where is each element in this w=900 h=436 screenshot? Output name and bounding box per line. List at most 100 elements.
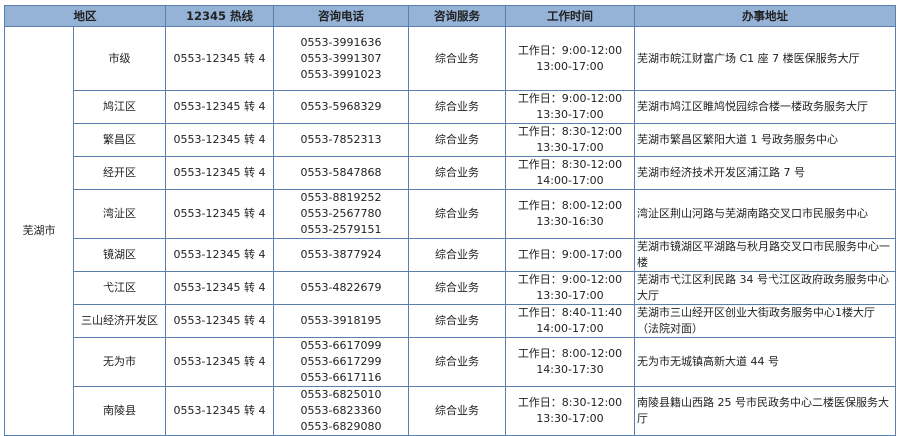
phone-cell: 0553-3877924 <box>273 238 409 272</box>
phone-cell: 0553-7852313 <box>273 123 409 157</box>
hotline-cell: 0553-12345 转 4 <box>165 189 274 239</box>
table-row: 南陵县 0553-12345 转 4 0553-6825010 0553-682336… <box>5 386 896 436</box>
phone-cell: 0553-6617099 0553-6617299 0553-6617116 <box>273 337 409 387</box>
hours-cell: 工作日：9:00-17:00 <box>505 238 635 272</box>
header-row: 地区 12345 热线 咨询电话 咨询服务 工作时间 办事地址 <box>4 5 896 27</box>
service-cell: 综合业务 <box>408 238 506 272</box>
service-cell: 综合业务 <box>408 26 506 91</box>
phone-number: 0553-6823360 <box>300 404 382 417</box>
district-cell: 三山经济开发区 <box>73 304 166 338</box>
phone-number: 0553-6829080 <box>300 420 382 433</box>
phone-number: 0553-3877924 <box>300 248 382 261</box>
phone-cell: 0553-3991636 0553-3991307 0553-3991023 <box>273 26 409 91</box>
hours-line: 13:30-17:00 <box>536 412 604 425</box>
hotline-cell: 0553-12345 转 4 <box>165 156 274 190</box>
city-cell: 芜湖市 <box>4 26 74 436</box>
phone-cell: 0553-3918195 <box>273 304 409 338</box>
phone-number: 0553-6617299 <box>300 355 382 368</box>
phone-cell: 0553-8819252 0553-2567780 0553-2579151 <box>273 189 409 239</box>
address-cell: 南陵县籍山西路 25 号市民政务中心二楼医保服务大厅 <box>634 386 896 436</box>
hours-line: 工作日：8:30-12:00 <box>517 396 623 409</box>
address-cell: 芜湖市镜湖区平湖路与秋月路交叉口市民服务中心一楼 <box>634 238 896 272</box>
address-cell: 芜湖市皖江财富广场 C1 座 7 楼医保服务大厅 <box>634 26 896 91</box>
phone-number: 0553-3918195 <box>300 314 382 327</box>
district-cell: 市级 <box>73 26 166 91</box>
address-cell: 湾沚区荆山河路与芜湖南路交叉口市民服务中心 <box>634 189 896 239</box>
district-cell: 镜湖区 <box>73 238 166 272</box>
hours-line: 14:00-17:00 <box>536 322 604 335</box>
phone-number: 0553-3991636 <box>300 35 382 49</box>
hours-cell: 工作日：8:30-12:00 14:00-17:00 <box>505 156 635 190</box>
table-row: 繁昌区 0553-12345 转 4 0553-7852313 综合业务 工作日：8:3… <box>5 123 896 157</box>
phone-number: 0553-4822679 <box>300 281 382 294</box>
hours-cell: 工作日：8:30-12:00 13:30-17:00 <box>505 123 635 157</box>
address-cell: 芜湖市鸠江区睢鸠悦园综合楼一楼政务服务大厅 <box>634 90 896 124</box>
hours-line: 工作日：8:40-11:40 <box>517 306 623 319</box>
service-cell: 综合业务 <box>408 337 506 387</box>
hours-line: 工作日：8:30-12:00 <box>517 125 623 138</box>
district-cell: 鸠江区 <box>73 90 166 124</box>
district-cell: 无为市 <box>73 337 166 387</box>
table-row: 芜湖市 市级 0553-12345 转 4 0553-3991636 0553-3991… <box>4 26 896 436</box>
service-cell: 综合业务 <box>408 90 506 124</box>
hours-line: 工作日：8:00-12:00 <box>517 199 623 212</box>
phone-cell: 0553-5847868 <box>273 156 409 190</box>
hours-cell: 工作日：9:00-12:00 13:00-17:00 <box>505 26 635 91</box>
service-cell: 综合业务 <box>408 386 506 436</box>
phone-number: 0553-6617116 <box>300 371 382 384</box>
header-hotline: 12345 热线 <box>165 5 274 27</box>
phone-number: 0553-5847868 <box>300 166 382 179</box>
table-row: 经开区 0553-12345 转 4 0553-5847868 综合业务 工作日：8:3… <box>5 156 896 190</box>
hours-line: 13:30-17:00 <box>536 108 604 121</box>
table-row: 镜湖区 0553-12345 转 4 0553-3877924 综合业务 工作日：9:0… <box>5 238 896 272</box>
hotline-cell: 0553-12345 转 4 <box>165 337 274 387</box>
phone-number: 0553-6825010 <box>300 388 382 401</box>
address-cell: 芜湖市三山经开区创业大街政务服务中心1楼大厅（法院对面） <box>634 304 896 338</box>
district-cell: 湾沚区 <box>73 189 166 239</box>
hours-line: 13:00-17:00 <box>536 59 604 73</box>
hotline-cell: 0553-12345 转 4 <box>165 26 274 91</box>
phone-number: 0553-3991023 <box>300 67 382 81</box>
hours-cell: 工作日：8:40-11:40 14:00-17:00 <box>505 304 635 338</box>
hours-line: 14:30-17:30 <box>536 363 604 376</box>
phone-number: 0553-5968329 <box>300 100 382 113</box>
phone-cell: 0553-6825010 0553-6823360 0553-6829080 <box>273 386 409 436</box>
table-row: 无为市 0553-12345 转 4 0553-6617099 0553-661729… <box>5 337 896 387</box>
hotline-cell: 0553-12345 转 4 <box>165 386 274 436</box>
hours-line: 工作日：9:00-12:00 <box>517 273 623 286</box>
hotline-cell: 0553-12345 转 4 <box>165 90 274 124</box>
district-cell: 弋江区 <box>73 271 166 305</box>
address-cell: 芜湖市弋江区利民路 34 号弋江区政府政务服务中心大厅 <box>634 271 896 305</box>
phone-cell: 0553-5968329 <box>273 90 409 124</box>
hours-line: 13:30-17:00 <box>536 289 604 302</box>
hours-cell: 工作日：9:00-12:00 13:30-17:00 <box>505 271 635 305</box>
address-cell: 芜湖市经济技术开发区浦江路 7 号 <box>634 156 896 190</box>
district-cell: 繁昌区 <box>73 123 166 157</box>
hours-line: 工作日：9:00-17:00 <box>517 248 623 261</box>
phone-number: 0553-2579151 <box>300 223 382 236</box>
phone-number: 0553-2567780 <box>300 207 382 220</box>
service-cell: 综合业务 <box>408 189 506 239</box>
hours-cell: 工作日：8:00-12:00 13:30-16:30 <box>505 189 635 239</box>
header-phone: 咨询电话 <box>273 5 409 27</box>
table-row: 湾沚区 0553-12345 转 4 0553-8819252 0553-256778… <box>5 189 896 239</box>
hotline-cell: 0553-12345 转 4 <box>165 238 274 272</box>
table-row: 弋江区 0553-12345 转 4 0553-4822679 综合业务 工作日：9:0… <box>5 271 896 305</box>
hours-cell: 工作日：8:00-12:00 14:30-17:30 <box>505 337 635 387</box>
service-cell: 综合业务 <box>408 271 506 305</box>
hours-line: 工作日：8:30-12:00 <box>517 158 623 171</box>
table-row: 鸠江区 0553-12345 转 4 0553-5968329 综合业务 工作日：9:0… <box>5 90 896 124</box>
hotline-cell: 0553-12345 转 4 <box>165 271 274 305</box>
phone-cell: 0553-4822679 <box>273 271 409 305</box>
hours-line: 13:30-16:30 <box>536 215 604 228</box>
hotline-cell: 0553-12345 转 4 <box>165 304 274 338</box>
hours-cell: 工作日：9:00-12:00 13:30-17:00 <box>505 90 635 124</box>
hours-line: 13:30-17:00 <box>536 141 604 154</box>
district-cell: 经开区 <box>73 156 166 190</box>
header-region: 地区 <box>4 5 166 27</box>
phone-number: 0553-8819252 <box>300 191 382 204</box>
service-cell: 综合业务 <box>408 156 506 190</box>
district-cell: 南陵县 <box>73 386 166 436</box>
service-cell: 综合业务 <box>408 304 506 338</box>
hours-line: 工作日：9:00-12:00 <box>517 43 623 57</box>
